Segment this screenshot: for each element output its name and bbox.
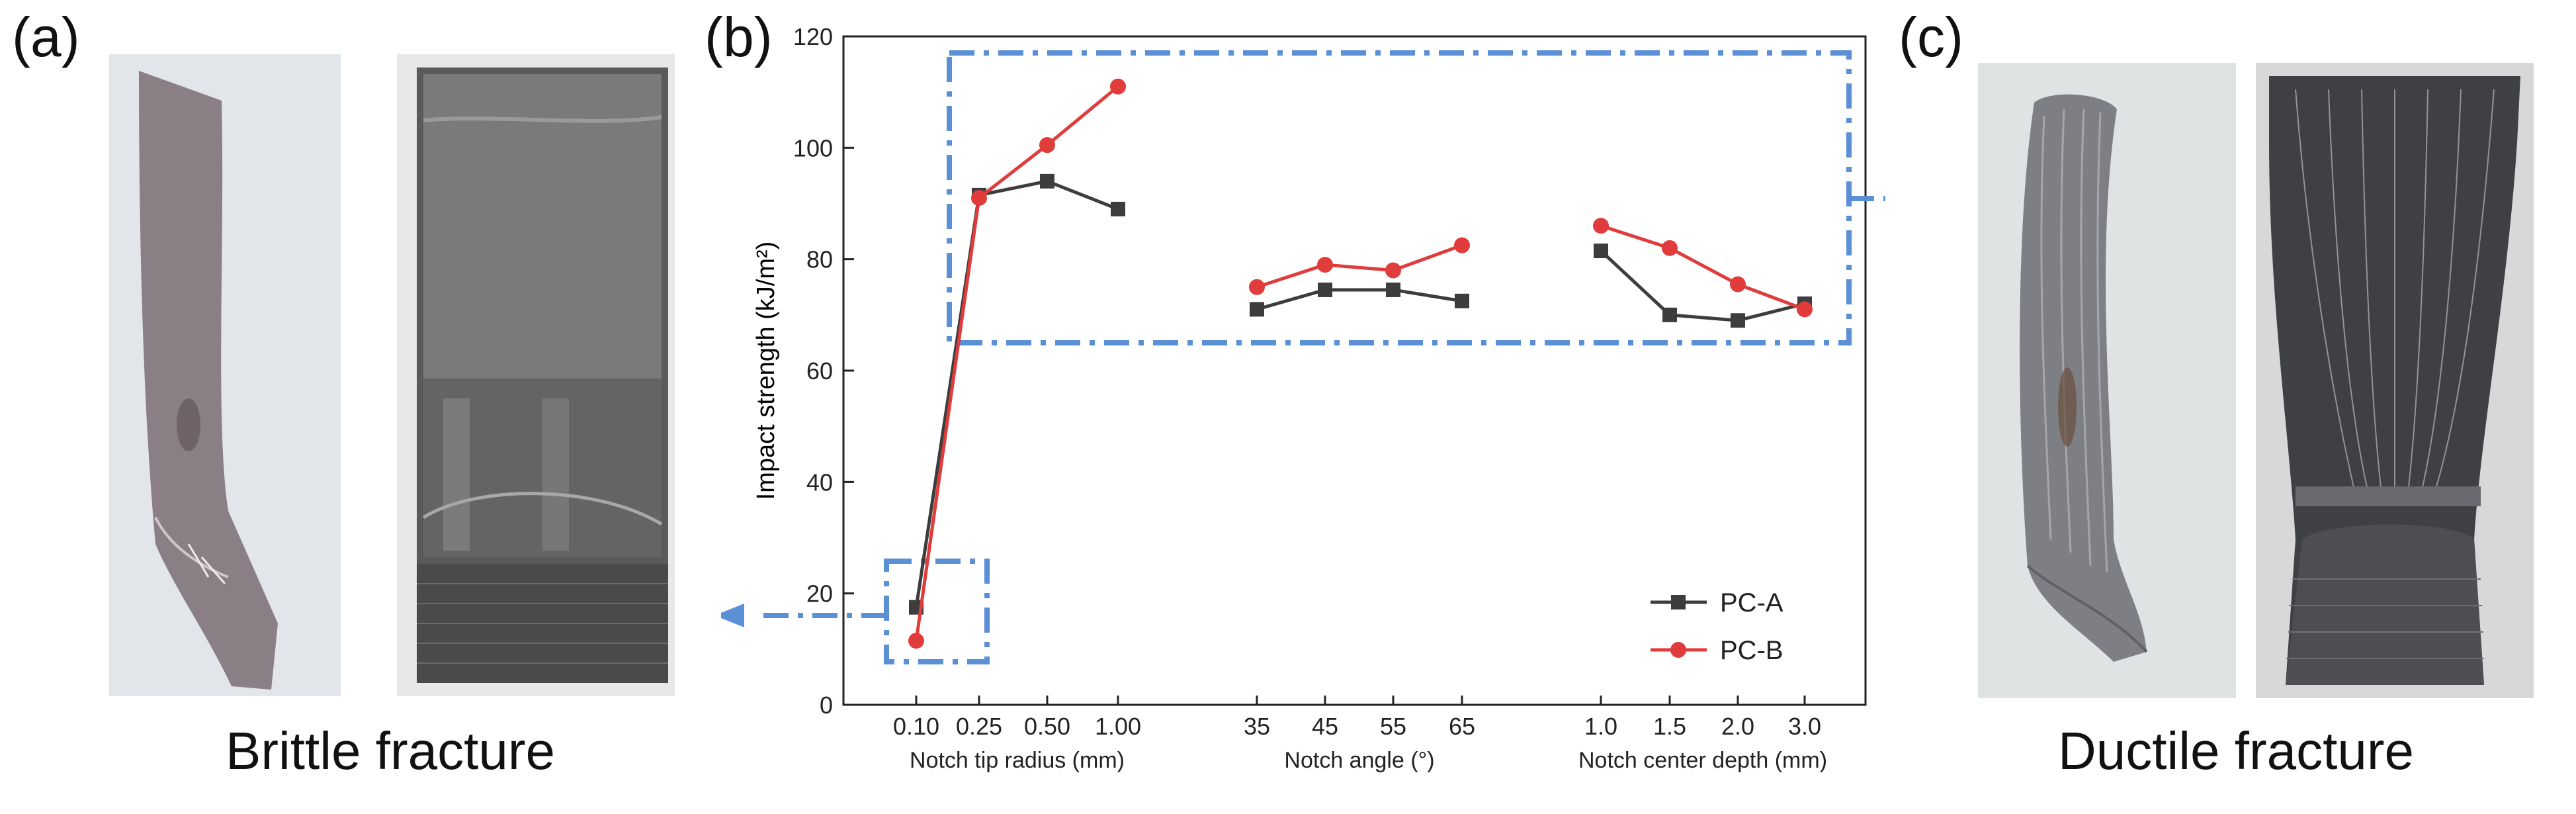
brittle-fracture-surface-photo (397, 54, 675, 696)
brittle-region-box (884, 559, 990, 664)
pc-b-line (914, 85, 1119, 641)
ductile-region-box (947, 50, 1852, 345)
brittle-surface-image (397, 54, 675, 696)
pc-b-point (971, 190, 987, 206)
pc-a-line (914, 179, 1119, 608)
y-tick-label: 120 (793, 23, 833, 50)
pc-a-point (1594, 244, 1608, 259)
ductile-specimen-side-photo (1978, 63, 2236, 698)
pc-a-point (1386, 282, 1400, 297)
x-tick-label: 0.25 (956, 713, 1002, 740)
pc-b-point (1797, 301, 1813, 318)
brittle-specimen-side-photo (109, 54, 341, 696)
pc-b-point (1317, 257, 1333, 273)
pc-b-point (1385, 262, 1401, 279)
x-tick-label: 3.0 (1788, 713, 1821, 740)
x-tick-label: 65 (1449, 713, 1475, 740)
pc-a-line (1256, 288, 1463, 311)
x-tick-label: 1.00 (1095, 713, 1141, 740)
y-tick-label: 20 (806, 580, 833, 608)
y-tick-label: 60 (806, 357, 833, 384)
y-tick-label: 0 (820, 692, 833, 719)
x-group-label: Notch angle (°) (1284, 748, 1434, 773)
pc-b-point (1662, 240, 1678, 256)
legend-label: PC-B (1720, 636, 1783, 665)
pc-b-line (1600, 224, 1805, 311)
panel-a-label: (a) (12, 6, 80, 68)
panel-c-label: (c) (1899, 6, 1963, 68)
x-group-label: Notch center depth (mm) (1578, 748, 1827, 773)
pc-a-point (1318, 282, 1332, 297)
pc-b-point (1039, 137, 1055, 154)
x-group-label: Notch tip radius (mm) (910, 748, 1125, 773)
x-tick-label: 55 (1380, 713, 1406, 740)
impact-strength-chart: 0 20 40 60 80 100 120 0.10 0.25 0.50 1.00 Notch tip… (721, 23, 1885, 773)
x-tick-label: 2.0 (1721, 713, 1754, 740)
x-tick-label: 1.5 (1653, 713, 1686, 740)
pc-a-point (1111, 201, 1125, 216)
pc-b-point (1454, 237, 1470, 253)
brittle-arrow-head (721, 604, 744, 627)
pc-b-point (1593, 218, 1609, 234)
x-tick-label: 0.10 (893, 713, 939, 740)
pc-b-point (908, 633, 924, 649)
x-tick-label: 35 (1244, 713, 1270, 740)
pc-b-point (1249, 279, 1265, 295)
pc-a-line (1600, 249, 1805, 322)
pc-a-point (1731, 313, 1745, 328)
x-tick-label: 45 (1312, 713, 1338, 740)
pc-a-point (1662, 307, 1677, 322)
pc-a-point (1250, 302, 1264, 317)
y-tick-label: 100 (793, 134, 833, 161)
pc-b-point (1110, 78, 1126, 95)
legend-label: PC-A (1720, 588, 1783, 617)
x-tick-label: 0.50 (1024, 713, 1070, 740)
ductile-fracture-surface-photo (2256, 63, 2534, 698)
brittle-fracture-caption: Brittle fracture (226, 721, 555, 780)
plot-frame (842, 35, 1867, 706)
panel-b-label: (b) (705, 6, 773, 68)
brittle-side-image (109, 54, 341, 696)
legend-marker (1671, 595, 1686, 610)
pc-b-point (1730, 276, 1746, 293)
pc-a-point (1040, 173, 1054, 189)
legend-marker (1670, 642, 1686, 658)
ductile-fracture-caption: Ductile fracture (2058, 721, 2414, 780)
y-axis-label: Impact strength (kJ/m²) (752, 242, 780, 500)
y-tick-label: 40 (806, 469, 833, 496)
pc-b-line (1256, 244, 1463, 289)
x-tick-label: 1.0 (1584, 713, 1617, 740)
pc-a-point (1455, 293, 1469, 308)
y-tick-label: 80 (806, 246, 833, 273)
ductile-side-image (1978, 63, 2236, 698)
ductile-surface-image (2256, 63, 2534, 698)
